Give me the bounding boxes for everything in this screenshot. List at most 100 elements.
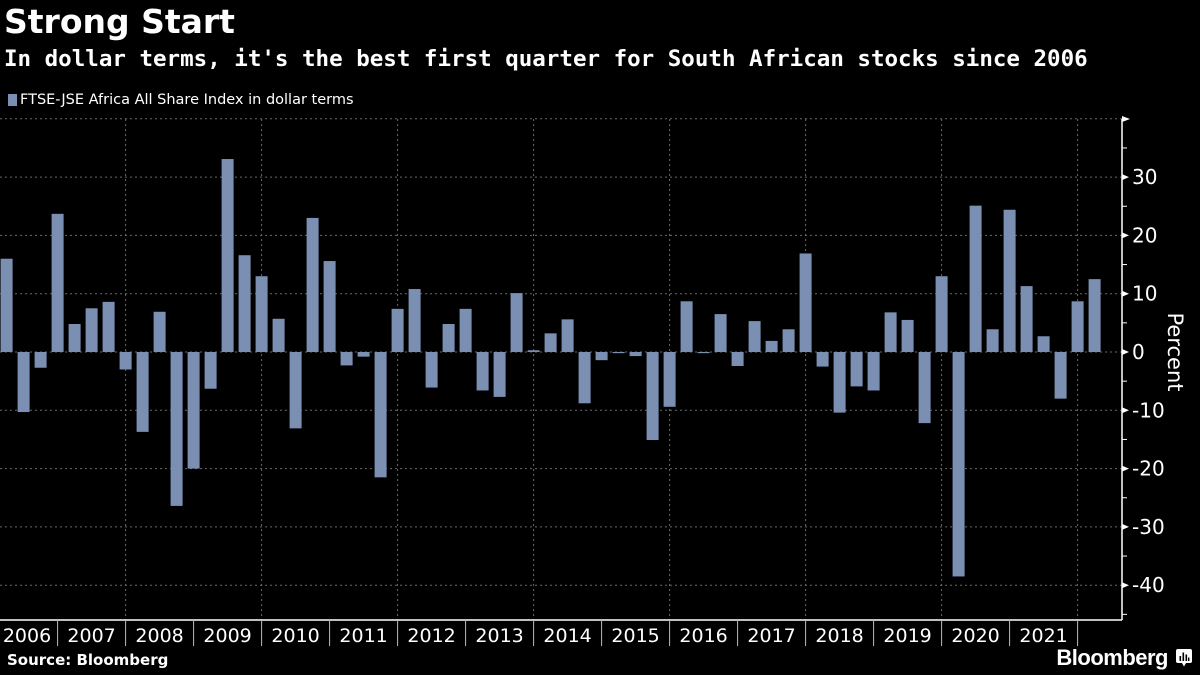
y-tick-label: 10 [1132, 282, 1157, 306]
bar [34, 352, 47, 368]
bar [272, 318, 285, 352]
x-tick-label: 2016 [679, 625, 727, 647]
bar [578, 352, 591, 404]
x-tick-label: 2015 [611, 625, 659, 647]
bar [102, 301, 115, 352]
y-tick-label: 20 [1132, 223, 1157, 247]
bar [204, 352, 217, 389]
legend: FTSE-JSE Africa All Share Index in dolla… [8, 90, 354, 110]
y-tick-label: -40 [1132, 573, 1165, 597]
legend-label: FTSE-JSE Africa All Share Index in dolla… [20, 92, 354, 108]
bar [986, 329, 999, 352]
bar [238, 255, 251, 352]
bar [612, 352, 625, 354]
bar [357, 352, 370, 357]
bar [0, 258, 13, 352]
bar [731, 352, 744, 366]
bar [68, 324, 81, 352]
x-tick-label: 2018 [815, 625, 863, 647]
y-axis-top-tick [1122, 116, 1130, 122]
bloomberg-chart-bubble-icon [1176, 649, 1192, 667]
x-tick-label: 2010 [271, 625, 319, 647]
bar [799, 253, 812, 352]
x-tick-label: 2021 [1019, 625, 1067, 647]
x-tick-label: 2017 [747, 625, 795, 647]
axes [0, 116, 1130, 646]
y-axis-label: Percent [1163, 312, 1187, 392]
bar [425, 352, 438, 388]
bar [289, 352, 302, 429]
chart-subtitle: In dollar terms, it's the best first qua… [4, 46, 1088, 72]
bar [170, 352, 183, 506]
y-major-tick [1122, 523, 1129, 530]
y-major-tick [1122, 465, 1129, 472]
bar [918, 352, 931, 424]
bar [1037, 336, 1050, 352]
bar [408, 289, 421, 352]
y-major-tick [1122, 407, 1129, 414]
bar [85, 308, 98, 352]
bar [561, 319, 574, 352]
x-tick-label: 2009 [203, 625, 251, 647]
bar [680, 301, 693, 352]
chart-title: Strong Start [4, 2, 235, 41]
x-tick-label: 2008 [135, 625, 183, 647]
bar [663, 352, 676, 407]
brand-name: Bloomberg [1056, 645, 1168, 670]
bar [221, 159, 234, 352]
x-tick-labels: 2006 2007 2008 2009 2010 2011 2012 2013 2014 2015… [3, 625, 1068, 647]
bar [527, 350, 540, 352]
bar [493, 352, 506, 397]
x-tick-label: 2012 [407, 625, 455, 647]
y-tick-label: -20 [1132, 457, 1165, 481]
bar [884, 312, 897, 352]
y-axis-label-wrap: Percent [1139, 312, 1187, 431]
y-tick-label: 0 [1132, 340, 1145, 364]
bar [850, 352, 863, 387]
bar [510, 293, 523, 352]
y-major-tick [1122, 174, 1129, 181]
bar [153, 311, 166, 352]
x-tick-label: 2014 [543, 625, 591, 647]
y-major-tick [1122, 349, 1129, 355]
bar [697, 352, 710, 354]
gridlines [0, 118, 1122, 620]
bar [136, 352, 149, 432]
bar [374, 352, 387, 478]
bar [935, 276, 948, 352]
bar [867, 352, 880, 391]
y-major-tick [1122, 290, 1129, 297]
bar [748, 321, 761, 352]
bar [306, 217, 319, 352]
bar [782, 329, 795, 352]
bar [969, 205, 982, 352]
x-tick-label: 2006 [3, 625, 51, 647]
bar [1020, 286, 1033, 352]
y-tick-labels: 30 20 10 0 -10 -20 -30 -40 [1132, 165, 1165, 597]
bar [1003, 209, 1016, 352]
y-tick-label: -10 [1132, 398, 1165, 422]
y-tick-label: 30 [1132, 165, 1157, 189]
bar [255, 276, 268, 352]
bar [459, 308, 472, 352]
bar [714, 314, 727, 352]
y-major-tick [1122, 582, 1129, 589]
bar [595, 352, 608, 361]
bar [833, 352, 846, 413]
y-tick-label: -30 [1132, 515, 1165, 539]
x-tick-label: 2019 [883, 625, 931, 647]
x-tick-label: 2007 [67, 625, 115, 647]
x-tick-label: 2013 [475, 625, 523, 647]
legend-swatch [8, 94, 17, 106]
bar [391, 308, 404, 352]
bar [901, 319, 914, 352]
bar [323, 261, 336, 352]
bar [476, 352, 489, 391]
bar [1054, 352, 1067, 399]
bar [17, 352, 30, 413]
bars [0, 159, 1101, 577]
bar [646, 352, 659, 441]
bar [765, 340, 778, 352]
bar [952, 352, 965, 577]
